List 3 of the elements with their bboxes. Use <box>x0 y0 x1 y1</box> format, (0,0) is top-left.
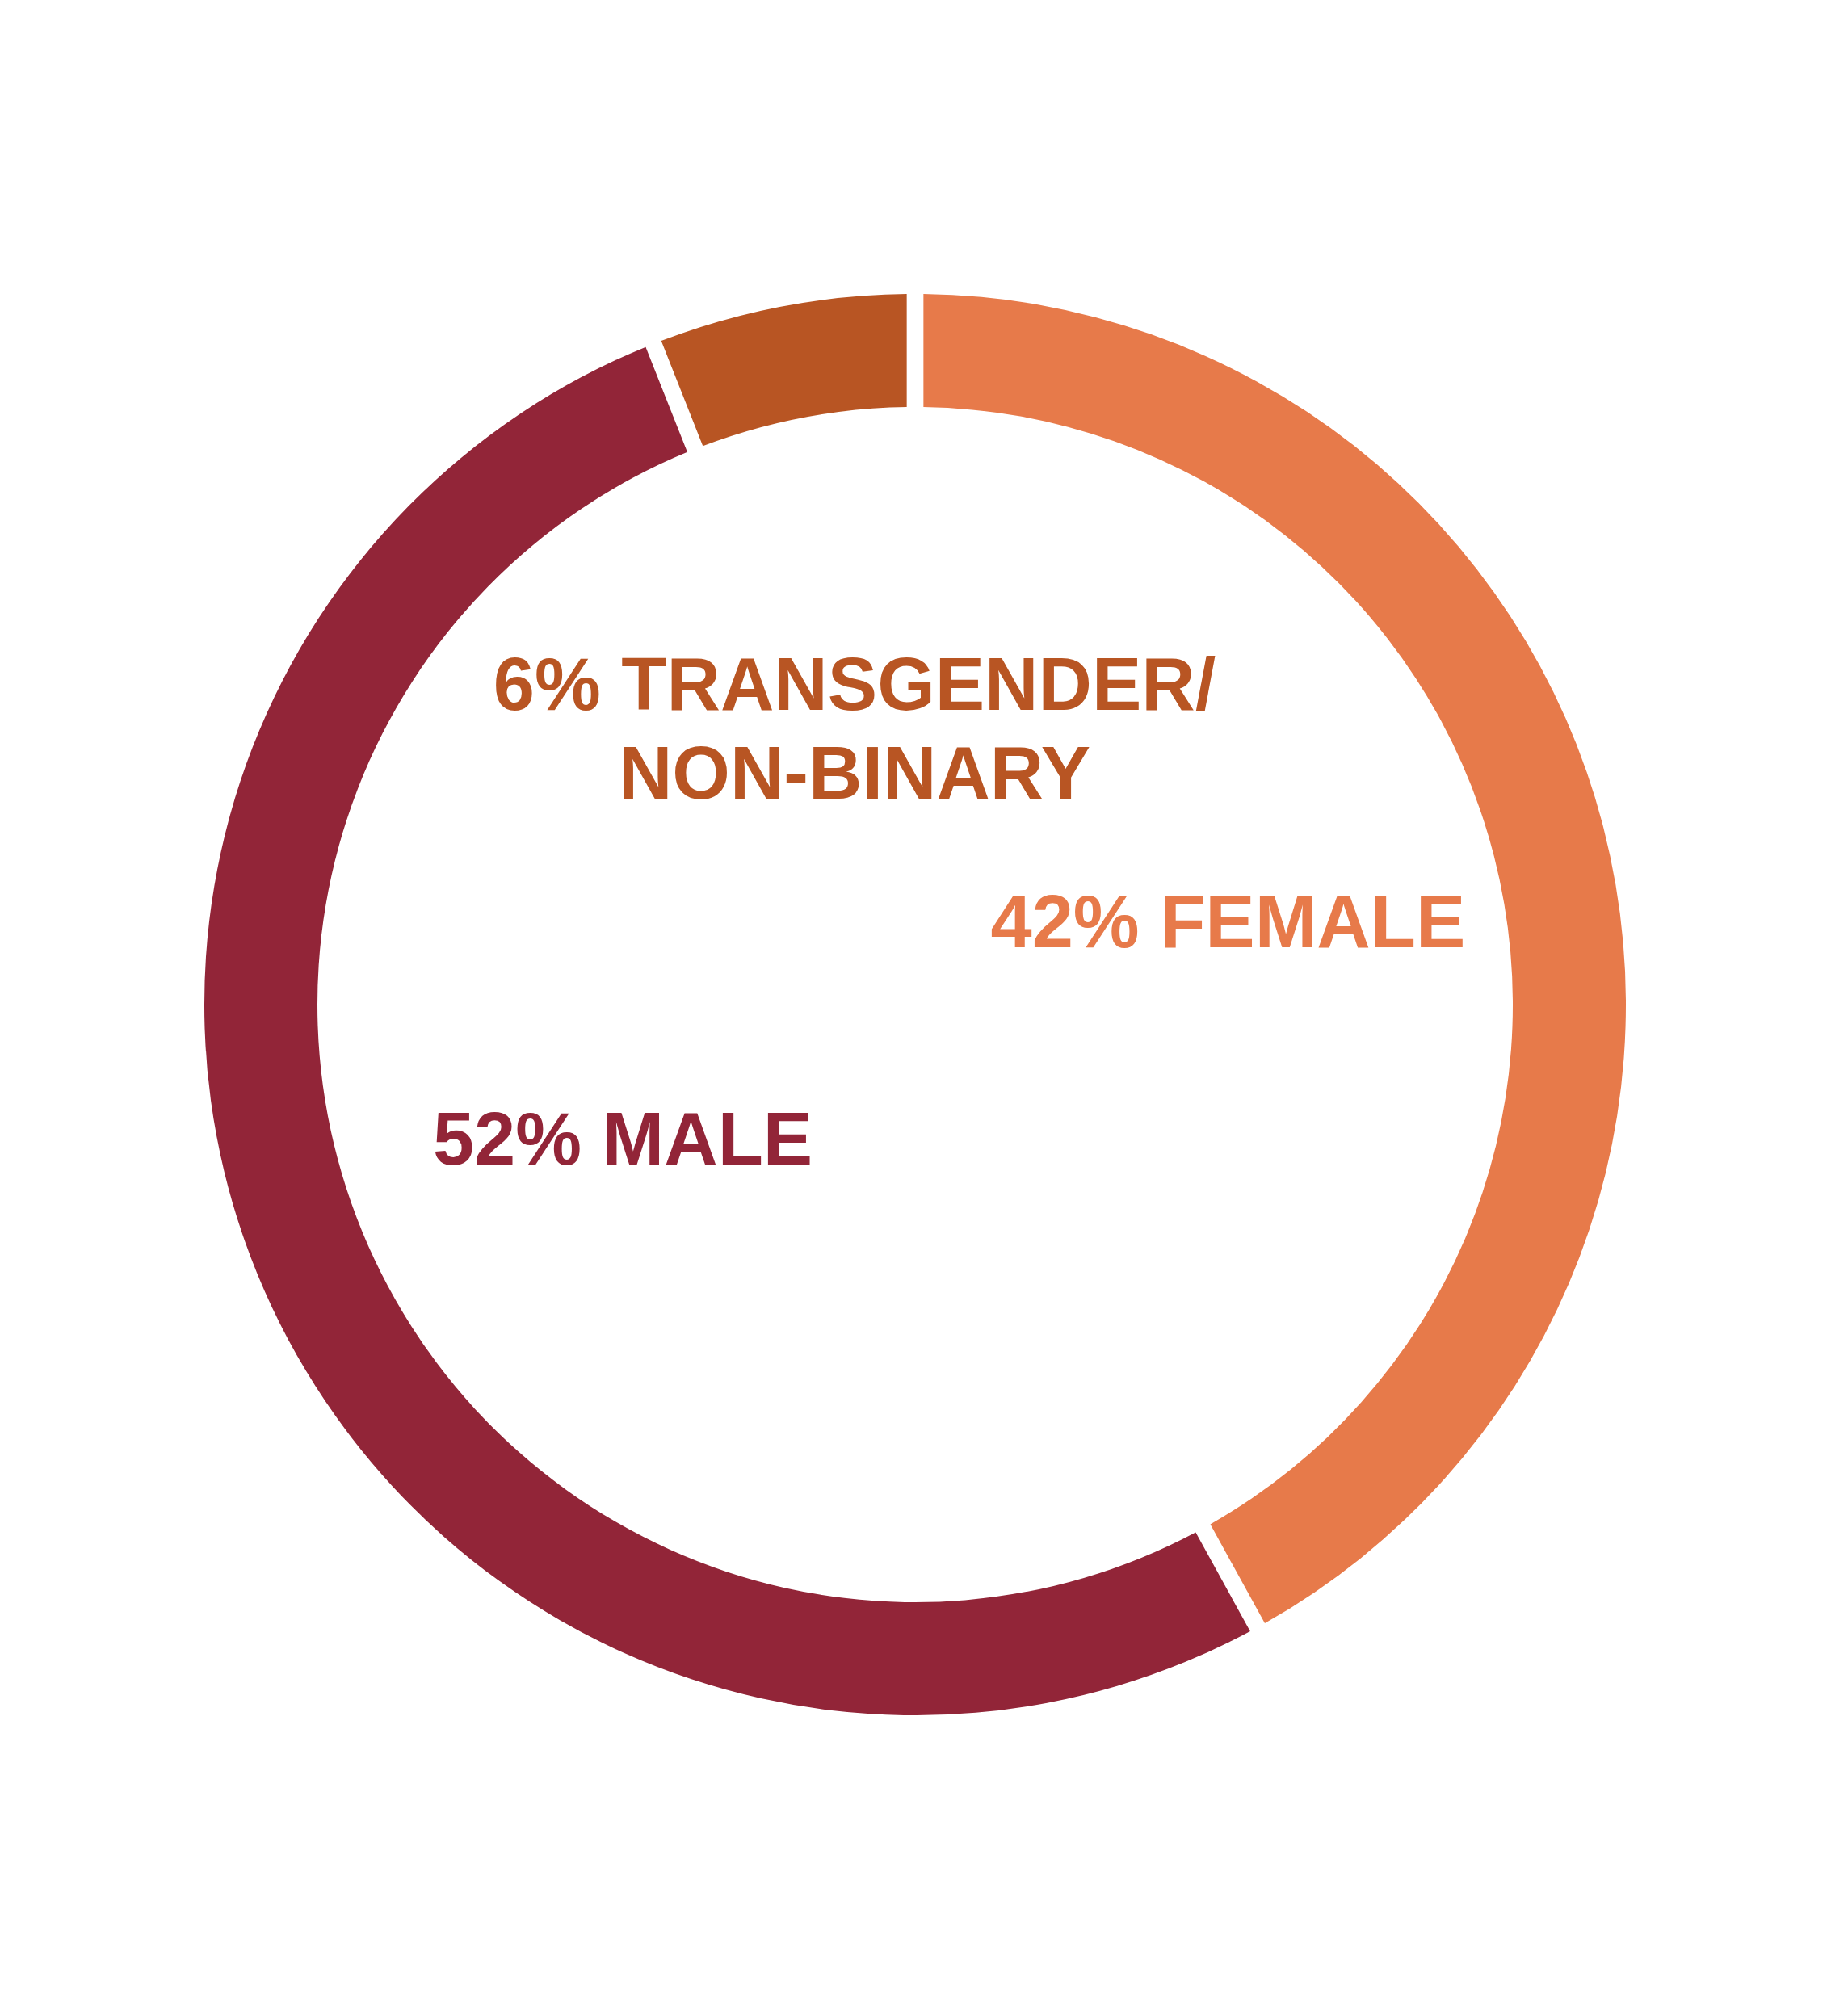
slice-label: 52% MALE <box>432 1097 813 1181</box>
slice-label: 6% TRANSGENDER/ NON-BINARY <box>493 643 1216 815</box>
slice-label: 42% FEMALE <box>990 879 1466 963</box>
